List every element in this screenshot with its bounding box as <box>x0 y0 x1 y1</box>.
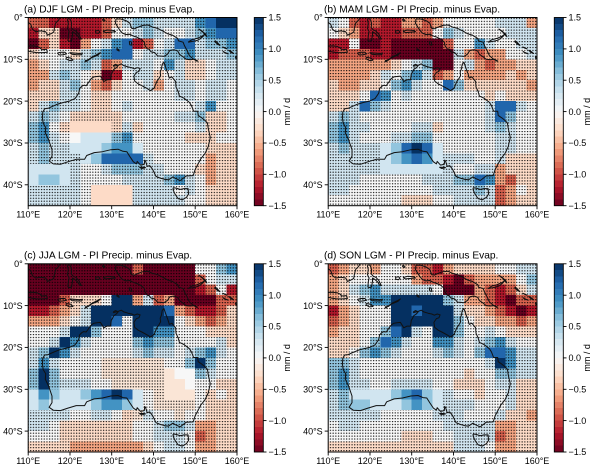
svg-text:130°E: 130°E <box>99 210 124 220</box>
svg-text:−1.0: −1.0 <box>569 416 587 426</box>
svg-text:150°E: 150°E <box>183 456 208 466</box>
svg-text:1.0: 1.0 <box>269 44 282 54</box>
svg-text:20°S: 20°S <box>3 343 23 353</box>
svg-text:130°E: 130°E <box>399 456 424 466</box>
svg-text:(b) MAM LGM - PI Precip. minus: (b) MAM LGM - PI Precip. minus Evap. <box>324 4 500 15</box>
svg-text:20°S: 20°S <box>3 96 23 106</box>
svg-text:0°: 0° <box>14 259 23 269</box>
svg-text:40°S: 40°S <box>3 426 23 436</box>
svg-text:10°S: 10°S <box>3 301 23 311</box>
svg-text:mm / d: mm / d <box>582 344 592 372</box>
svg-text:0.0: 0.0 <box>569 353 582 363</box>
svg-text:140°E: 140°E <box>441 210 466 220</box>
svg-text:mm / d: mm / d <box>282 98 292 126</box>
svg-text:1.0: 1.0 <box>569 290 582 300</box>
svg-text:40°S: 40°S <box>3 180 23 190</box>
svg-text:130°E: 130°E <box>99 456 124 466</box>
svg-text:140°E: 140°E <box>141 456 166 466</box>
svg-text:−0.5: −0.5 <box>569 138 587 148</box>
svg-text:150°E: 150°E <box>183 210 208 220</box>
svg-text:30°S: 30°S <box>303 385 323 395</box>
svg-text:140°E: 140°E <box>141 210 166 220</box>
svg-text:0.5: 0.5 <box>569 322 582 332</box>
svg-text:0°: 0° <box>314 13 323 23</box>
svg-text:40°S: 40°S <box>303 180 323 190</box>
svg-text:150°E: 150°E <box>483 456 508 466</box>
svg-text:−1.0: −1.0 <box>569 170 587 180</box>
svg-text:1.0: 1.0 <box>269 290 282 300</box>
svg-text:120°E: 120°E <box>58 210 83 220</box>
svg-text:0.5: 0.5 <box>569 75 582 85</box>
svg-text:−1.5: −1.5 <box>269 447 287 457</box>
svg-text:−1.5: −1.5 <box>269 201 287 211</box>
svg-text:(d) SON LGM - PI Precip. minus: (d) SON LGM - PI Precip. minus Evap. <box>324 251 498 262</box>
svg-text:0.0: 0.0 <box>269 353 282 363</box>
svg-text:30°S: 30°S <box>3 385 23 395</box>
svg-text:160°E: 160°E <box>225 210 250 220</box>
svg-text:mm / d: mm / d <box>282 344 292 372</box>
svg-text:10°S: 10°S <box>303 301 323 311</box>
svg-text:−0.5: −0.5 <box>269 138 287 148</box>
svg-text:120°E: 120°E <box>358 456 383 466</box>
svg-text:1.5: 1.5 <box>569 13 582 23</box>
svg-text:1.0: 1.0 <box>569 44 582 54</box>
svg-text:40°S: 40°S <box>303 426 323 436</box>
svg-text:0.5: 0.5 <box>269 322 282 332</box>
svg-text:1.5: 1.5 <box>269 13 282 23</box>
svg-text:150°E: 150°E <box>483 210 508 220</box>
svg-text:−1.0: −1.0 <box>269 416 287 426</box>
svg-text:160°E: 160°E <box>525 210 550 220</box>
svg-text:130°E: 130°E <box>399 210 424 220</box>
svg-text:140°E: 140°E <box>441 456 466 466</box>
svg-text:−1.0: −1.0 <box>269 170 287 180</box>
svg-text:110°E: 110°E <box>16 456 40 466</box>
svg-text:mm / d: mm / d <box>582 98 592 126</box>
svg-text:10°S: 10°S <box>3 55 23 65</box>
svg-text:10°S: 10°S <box>303 55 323 65</box>
svg-text:120°E: 120°E <box>358 210 383 220</box>
svg-text:−0.5: −0.5 <box>269 385 287 395</box>
svg-text:110°E: 110°E <box>316 456 340 466</box>
svg-text:30°S: 30°S <box>303 138 323 148</box>
svg-text:110°E: 110°E <box>316 210 340 220</box>
svg-text:1.5: 1.5 <box>569 259 582 269</box>
svg-text:−0.5: −0.5 <box>569 385 587 395</box>
svg-text:20°S: 20°S <box>303 343 323 353</box>
svg-text:1.5: 1.5 <box>269 259 282 269</box>
svg-text:−1.5: −1.5 <box>569 201 587 211</box>
svg-text:160°E: 160°E <box>225 456 250 466</box>
svg-text:0°: 0° <box>314 259 323 269</box>
svg-text:0.0: 0.0 <box>569 107 582 117</box>
svg-text:(c) JJA LGM - PI Precip. minus: (c) JJA LGM - PI Precip. minus Evap. <box>24 251 192 262</box>
svg-text:0.0: 0.0 <box>269 107 282 117</box>
svg-text:110°E: 110°E <box>16 210 40 220</box>
svg-text:160°E: 160°E <box>525 456 550 466</box>
svg-text:30°S: 30°S <box>3 138 23 148</box>
svg-text:0.5: 0.5 <box>269 75 282 85</box>
svg-text:0°: 0° <box>14 13 23 23</box>
svg-text:−1.5: −1.5 <box>569 447 587 457</box>
svg-text:(a) DJF LGM - PI Precip. minus: (a) DJF LGM - PI Precip. minus Evap. <box>24 4 195 15</box>
svg-text:20°S: 20°S <box>303 96 323 106</box>
svg-text:120°E: 120°E <box>58 456 83 466</box>
